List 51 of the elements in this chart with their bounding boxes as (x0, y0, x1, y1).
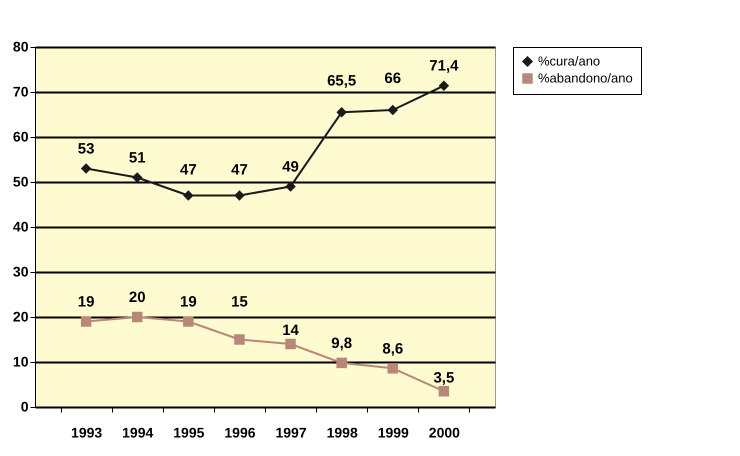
data-label: 47 (180, 162, 197, 178)
y-tick-label: 50 (12, 174, 29, 190)
x-tick-label: 1996 (224, 424, 256, 440)
point (234, 190, 245, 201)
x-tick-label: 1999 (378, 424, 410, 440)
y-tick-label: 20 (12, 308, 29, 324)
data-label: 8,6 (382, 340, 404, 358)
y-tick-label: 30 (12, 264, 29, 280)
data-label: 20 (128, 289, 146, 306)
point (336, 358, 347, 368)
point (183, 316, 194, 327)
data-label: 51 (128, 150, 146, 166)
data-label: 66 (384, 70, 402, 87)
data-label: 19 (180, 294, 197, 310)
legend-label: %abandono/ano (538, 70, 633, 86)
point (438, 386, 450, 396)
point (438, 80, 450, 91)
data-label: 14 (282, 322, 300, 339)
point (388, 363, 398, 374)
point (132, 172, 142, 183)
x-tick-label: 2000 (428, 424, 460, 440)
y-tick-label: 60 (12, 128, 29, 144)
point (285, 181, 296, 192)
legend-label: %cura/ano (538, 54, 600, 68)
data-label: 53 (78, 140, 94, 158)
x-tick-label: 1994 (122, 424, 154, 440)
x-tick-label: 1997 (275, 424, 307, 440)
x-tick-label: 1998 (326, 424, 358, 440)
y-tick-label: 10 (12, 354, 29, 370)
y-tick-label: 40 (12, 218, 29, 234)
data-label: 47 (231, 162, 248, 178)
data-label: 15 (231, 294, 248, 310)
y-tick-label: 80 (12, 38, 29, 54)
data-label: 49 (282, 158, 299, 176)
data-label: 9,8 (331, 334, 352, 352)
data-label: 65,5 (327, 72, 356, 90)
point (183, 190, 194, 201)
point (80, 163, 92, 174)
point (336, 107, 347, 118)
point (285, 338, 296, 350)
point (388, 104, 398, 116)
point (132, 312, 142, 322)
y-tick-label: 70 (12, 84, 29, 100)
data-label: 3,5 (433, 369, 454, 386)
point (234, 334, 245, 345)
x-tick-label: 1995 (173, 424, 205, 440)
data-label: 71,4 (429, 58, 460, 75)
point (80, 316, 92, 327)
y-tick-label: 0 (20, 398, 29, 414)
x-tick-label: 1993 (71, 424, 102, 440)
data-label: 19 (78, 294, 94, 310)
